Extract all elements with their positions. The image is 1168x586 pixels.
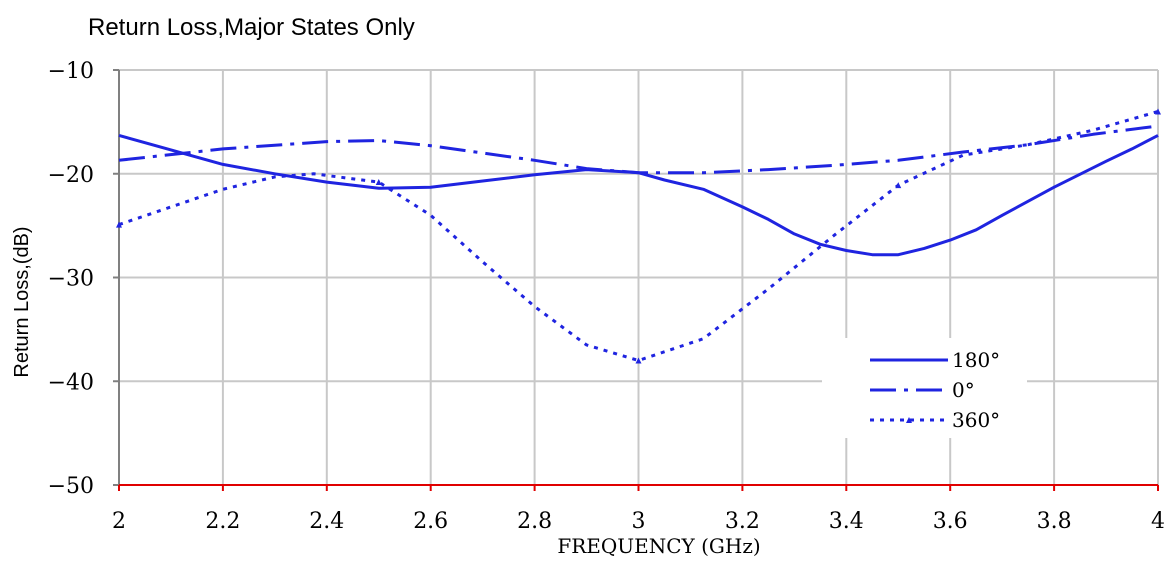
series-line (118, 133, 1159, 257)
legend-label: 0° (952, 378, 975, 402)
y-tick-label: −20 (48, 163, 94, 188)
series-line (118, 110, 1159, 362)
y-tick-label: −50 (48, 474, 94, 499)
legend: 180° 0° 360° (822, 338, 1027, 438)
chart-title: Return Loss,Major States Only (88, 14, 415, 41)
axis-layer (113, 69, 1159, 491)
x-tick-label: 4 (1151, 509, 1165, 534)
x-tick-label: 3.2 (725, 509, 760, 534)
x-tick-label: 3.6 (933, 509, 968, 534)
x-tick-label: 2.4 (309, 509, 344, 534)
legend-box (822, 338, 1027, 438)
tick-label-layer: 2 2.2 2.4 2.6 2.8 3 3.2 3.4 3.6 3.8 4 −50 −40 −30 −20 −… (48, 59, 1165, 534)
x-tick-label: 2.6 (413, 509, 448, 534)
series-marker (895, 182, 902, 189)
series-line (118, 124, 1159, 175)
x-tick-label: 2.8 (517, 509, 552, 534)
series-marker (635, 357, 642, 364)
series-marker (116, 221, 122, 228)
series-layer (116, 108, 1161, 364)
y-tick-label: −30 (48, 267, 94, 292)
x-tick-label: 3 (632, 509, 646, 534)
series-marker (375, 179, 382, 186)
x-tick-label: 3.8 (1037, 509, 1072, 534)
series-marker (1155, 108, 1161, 115)
x-axis-label: FREQUENCY (GHz) (557, 534, 760, 558)
y-tick-label: −10 (48, 59, 94, 84)
y-tick-label: −40 (48, 370, 94, 395)
x-tick-label: 3.4 (829, 509, 864, 534)
x-tick-label: 2.2 (205, 509, 240, 534)
legend-label: 180° (952, 348, 1000, 372)
legend-label: 360° (952, 408, 1000, 432)
x-tick-label: 2 (112, 509, 126, 534)
legend-marker (906, 417, 912, 423)
y-axis-label: Return Loss,(dB) (11, 226, 33, 377)
